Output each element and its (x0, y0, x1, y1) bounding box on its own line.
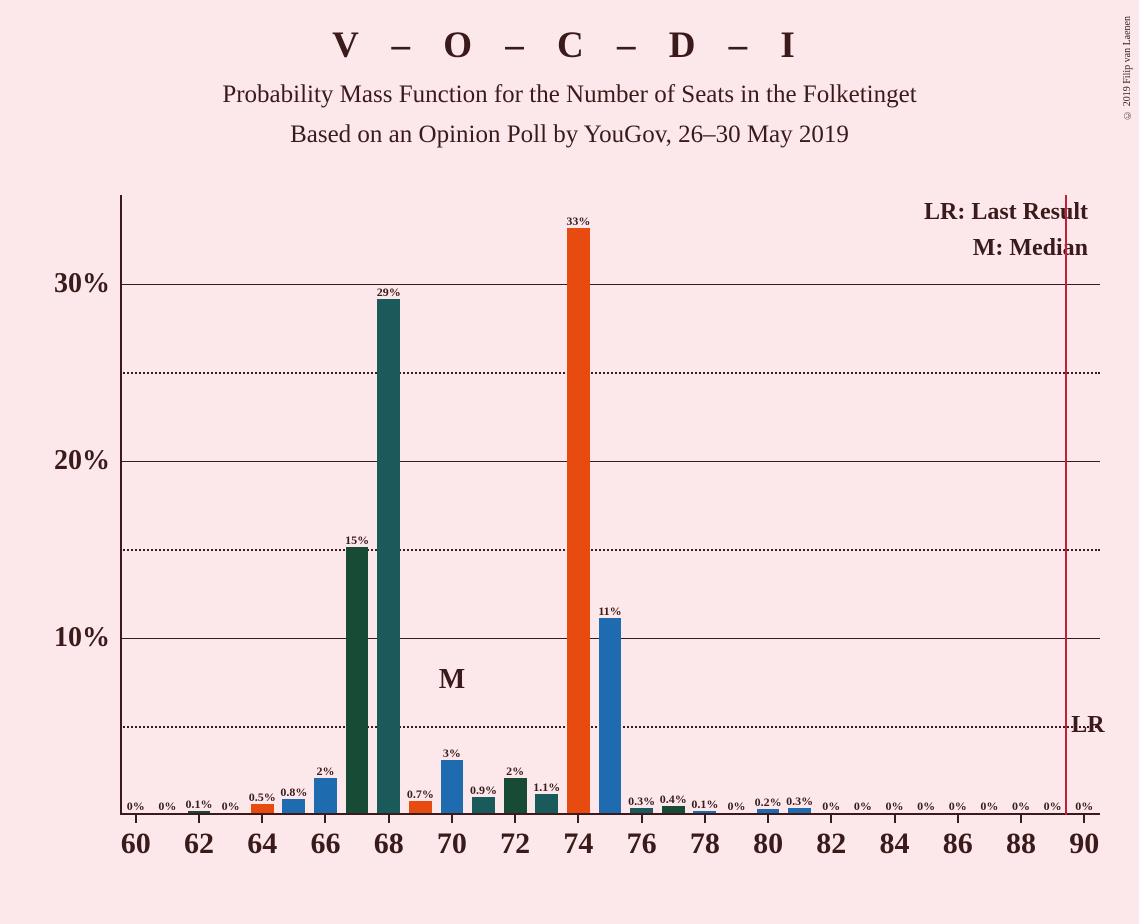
bar-value-label: 2% (506, 764, 524, 779)
x-tick (704, 815, 706, 823)
gridline-minor (120, 372, 1100, 374)
bar-value-label: 0% (1012, 799, 1030, 814)
x-tick (830, 815, 832, 823)
chart-title: V – O – C – D – I (0, 0, 1139, 67)
x-axis-label: 90 (1069, 827, 1099, 861)
bar (409, 801, 432, 813)
x-axis-label: 80 (753, 827, 783, 861)
bar-value-label: 0.2% (755, 795, 782, 810)
bar-value-label: 0% (854, 799, 872, 814)
bar (441, 760, 464, 813)
bar (535, 794, 558, 813)
bar-value-label: 0.9% (470, 783, 497, 798)
bar (377, 299, 400, 813)
bar-value-label: 1.1% (533, 780, 560, 795)
x-axis-label: 66 (310, 827, 340, 861)
bar (251, 804, 274, 813)
gridline-minor (120, 549, 1100, 551)
bar-value-label: 0% (886, 799, 904, 814)
x-tick (388, 815, 390, 823)
x-axis-label: 76 (627, 827, 657, 861)
gridline-major (120, 461, 1100, 463)
x-axis-label: 88 (1006, 827, 1036, 861)
x-tick (135, 815, 137, 823)
x-axis-label: 68 (374, 827, 404, 861)
x-axis-label: 86 (943, 827, 973, 861)
y-axis-label: 30% (54, 268, 110, 300)
lr-line (1065, 195, 1067, 815)
x-axis-label: 84 (880, 827, 910, 861)
bar-value-label: 0% (1044, 799, 1062, 814)
bar-value-label: 0% (822, 799, 840, 814)
gridline-major (120, 284, 1100, 286)
bar-value-label: 33% (566, 214, 590, 229)
x-tick (451, 815, 453, 823)
bar-value-label: 0.1% (186, 797, 213, 812)
bar-value-label: 2% (316, 764, 334, 779)
x-tick (957, 815, 959, 823)
x-axis-label: 72 (500, 827, 530, 861)
bar-value-label: 0% (980, 799, 998, 814)
x-tick (198, 815, 200, 823)
bar (504, 778, 527, 813)
x-tick (324, 815, 326, 823)
bar-value-label: 0% (917, 799, 935, 814)
y-axis (120, 195, 122, 815)
x-axis-label: 70 (437, 827, 467, 861)
x-tick (1083, 815, 1085, 823)
bar (282, 799, 305, 813)
x-axis-label: 64 (247, 827, 277, 861)
bar-value-label: 15% (345, 533, 369, 548)
bar-value-label: 0.5% (249, 790, 276, 805)
x-axis-label: 82 (816, 827, 846, 861)
bar (314, 778, 337, 813)
legend-m: M: Median (973, 235, 1088, 262)
copyright-text: © 2019 Filip van Laenen (1122, 16, 1133, 120)
lr-marker: LR (1071, 712, 1104, 739)
bar (567, 228, 590, 813)
bar-value-label: 0.4% (660, 792, 687, 807)
y-axis-label: 20% (54, 445, 110, 477)
bar-value-label: 0.7% (407, 787, 434, 802)
bar-value-label: 0% (1075, 799, 1093, 814)
x-axis-label: 74 (563, 827, 593, 861)
bar-value-label: 0% (158, 799, 176, 814)
chart-plot-area: LR: Last Result M: Median 10%20%30%60626… (120, 195, 1100, 815)
chart-subtitle-1: Probability Mass Function for the Number… (0, 81, 1139, 109)
x-axis-label: 60 (121, 827, 151, 861)
bar-value-label: 0.3% (786, 794, 813, 809)
bar-value-label: 0% (949, 799, 967, 814)
bar-value-label: 0% (727, 799, 745, 814)
bar (662, 806, 685, 813)
bar-value-label: 0.8% (280, 785, 307, 800)
y-axis-label: 10% (54, 622, 110, 654)
x-axis-label: 78 (690, 827, 720, 861)
x-tick (767, 815, 769, 823)
bar-value-label: 3% (443, 746, 461, 761)
bar-value-label: 0% (222, 799, 240, 814)
bar-value-label: 29% (377, 285, 401, 300)
bar (346, 547, 369, 813)
bar (599, 618, 622, 813)
x-tick (514, 815, 516, 823)
bar-value-label: 0.1% (691, 797, 718, 812)
legend-lr: LR: Last Result (924, 199, 1088, 226)
x-axis-label: 62 (184, 827, 214, 861)
x-tick (641, 815, 643, 823)
bar (472, 797, 495, 813)
median-marker: M (439, 664, 465, 696)
x-tick (577, 815, 579, 823)
x-tick (261, 815, 263, 823)
x-tick (894, 815, 896, 823)
x-tick (1020, 815, 1022, 823)
bar-value-label: 11% (598, 604, 621, 619)
bar-value-label: 0.3% (628, 794, 655, 809)
bar-value-label: 0% (127, 799, 145, 814)
chart-subtitle-2: Based on an Opinion Poll by YouGov, 26–3… (0, 121, 1139, 149)
